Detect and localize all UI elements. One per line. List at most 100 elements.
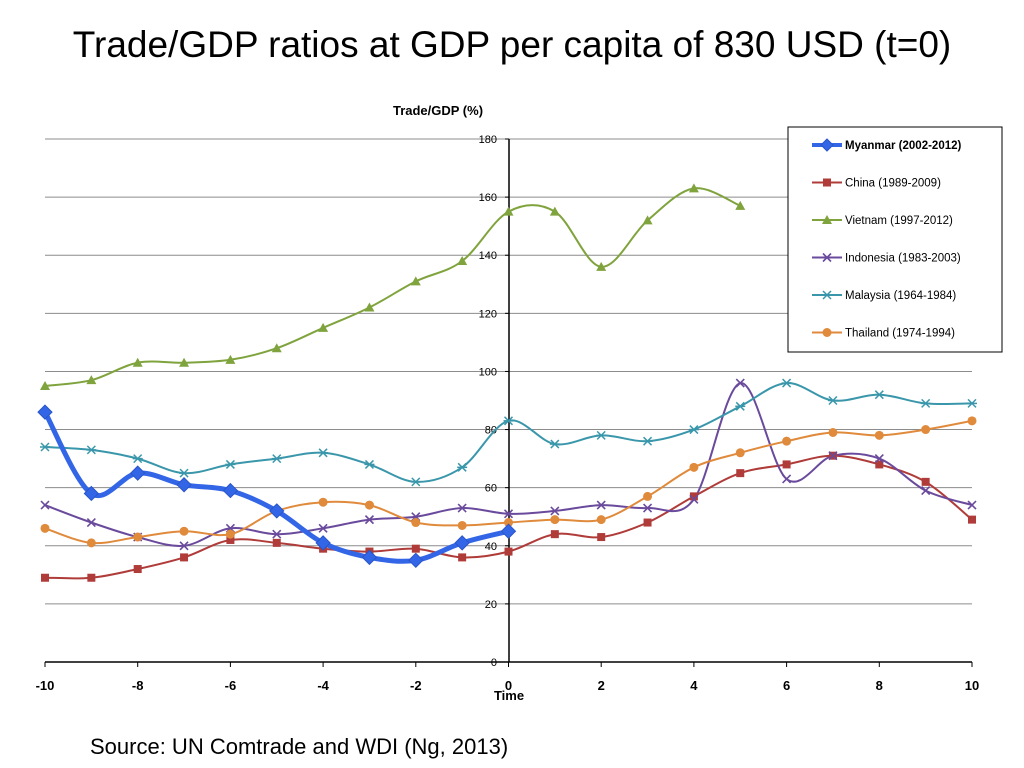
- point-vietnam--5: [271, 343, 282, 353]
- point-vietnam--3: [364, 302, 375, 312]
- point-thailand--4: [318, 497, 328, 507]
- legend-entry-malaysia: Malaysia (1964-1984): [812, 290, 956, 302]
- series-line-vietnam: [44, 187, 742, 387]
- point-china--2: [411, 544, 420, 553]
- point-thailand--6: [225, 529, 235, 539]
- slide-title: Trade/GDP ratios at GDP per capita of 83…: [72, 24, 952, 65]
- point-malaysia--1: [457, 462, 468, 472]
- point-malaysia-8: [874, 390, 885, 400]
- point-indonesia-8: [874, 454, 884, 464]
- y-tick-label-100: 100: [479, 366, 497, 378]
- point-indonesia--10: [40, 500, 50, 510]
- markers-myanmar: [37, 404, 517, 569]
- legend-label-indonesia: Indonesia (1983-2003): [845, 253, 961, 265]
- x-tick-label-4: 4: [690, 678, 698, 693]
- point-vietnam--7: [179, 357, 190, 367]
- point-china--7: [180, 553, 189, 562]
- x-tick-label--6: -6: [225, 678, 237, 693]
- point-china-10: [968, 515, 976, 524]
- point-china-8: [875, 460, 884, 469]
- point-indonesia--4: [318, 523, 328, 533]
- point-vietnam--4: [318, 322, 329, 332]
- markers-vietnam: [40, 183, 746, 390]
- point-indonesia-10: [967, 500, 977, 510]
- point-indonesia--3: [364, 515, 375, 525]
- point-vietnam-3: [642, 215, 653, 225]
- point-china-2: [597, 533, 606, 542]
- legend-marker-malaysia: [822, 290, 832, 300]
- point-indonesia-1: [550, 506, 560, 516]
- markers-malaysia: [40, 378, 977, 487]
- x-tick-label--2: -2: [410, 678, 422, 693]
- point-myanmar--8: [129, 465, 146, 481]
- point-thailand--9: [86, 538, 96, 548]
- point-thailand-8: [874, 430, 884, 440]
- point-malaysia--9: [86, 445, 97, 455]
- axes: 0 20 40 60 80 100 120 140 160 180 -10 -8 -6 -4 -2 0 2 4 6 8…: [36, 103, 980, 703]
- point-vietnam--2: [410, 276, 421, 286]
- point-thailand--10: [40, 523, 50, 533]
- point-myanmar--5: [269, 503, 285, 519]
- y-tick-label-80: 80: [485, 425, 497, 437]
- legend-marker-myanmar: [820, 138, 834, 152]
- point-china--10: [41, 573, 49, 582]
- point-vietnam-5: [735, 200, 746, 210]
- legend: Myanmar (2002-2012) China (1989-2009) Viet…: [787, 126, 1003, 353]
- point-malaysia-7: [827, 395, 838, 406]
- point-vietnam--1: [457, 256, 468, 266]
- point-thailand-10: [967, 416, 977, 426]
- y-tick-label-180: 180: [479, 134, 497, 146]
- point-china-3: [643, 518, 652, 527]
- y-tick-label-20: 20: [485, 599, 497, 611]
- point-vietnam-0: [503, 206, 514, 216]
- series-line-indonesia: [44, 382, 973, 547]
- point-indonesia-6: [782, 474, 792, 484]
- point-vietnam--6: [225, 354, 236, 364]
- point-thailand--3: [364, 500, 374, 510]
- point-indonesia-0: [503, 509, 514, 519]
- point-thailand--1: [457, 520, 467, 530]
- point-thailand-0: [504, 518, 513, 528]
- point-thailand-2: [596, 515, 606, 525]
- point-china--6: [226, 535, 235, 544]
- point-indonesia-9: [921, 486, 931, 496]
- point-thailand-1: [550, 515, 560, 525]
- legend-entry-indonesia: Indonesia (1983-2003): [812, 253, 961, 265]
- point-myanmar--3: [361, 549, 378, 566]
- x-tick-label-6: 6: [783, 678, 790, 693]
- point-myanmar-0: [500, 523, 517, 539]
- point-thailand-4: [689, 462, 699, 472]
- x-tick-label-0: 0: [505, 678, 512, 693]
- point-malaysia-6: [781, 378, 792, 388]
- legend-box: [787, 126, 1003, 353]
- point-myanmar--4: [315, 535, 331, 551]
- legend-label-malaysia: Malaysia (1964-1984): [845, 290, 956, 302]
- legend-marker-indonesia: [822, 252, 832, 263]
- point-thailand--2: [411, 518, 421, 528]
- point-malaysia--5: [271, 454, 282, 464]
- point-china--5: [272, 538, 281, 547]
- point-china--1: [458, 553, 467, 562]
- point-malaysia--8: [132, 454, 143, 464]
- y-tick-label-160: 160: [479, 192, 497, 204]
- legend-marker-china: [823, 178, 831, 187]
- point-indonesia-7: [828, 451, 838, 461]
- point-china--8: [133, 565, 142, 574]
- legend-entry-vietnam: Vietnam (1997-2012): [812, 215, 953, 227]
- point-thailand-6: [782, 436, 792, 446]
- point-malaysia-3: [642, 436, 653, 446]
- y-tick-label-120: 120: [479, 308, 497, 320]
- point-vietnam--8: [132, 357, 143, 367]
- point-china-4: [689, 492, 698, 501]
- point-malaysia--6: [225, 459, 236, 469]
- x-tick-label--8: -8: [132, 678, 144, 693]
- point-china-0: [504, 547, 513, 556]
- point-myanmar--6: [222, 482, 239, 499]
- legend-label-thailand: Thailand (1974-1994): [845, 328, 955, 340]
- point-china-6: [782, 460, 791, 469]
- y-axis-title: Trade/GDP (%): [393, 103, 483, 118]
- point-thailand-9: [921, 425, 931, 435]
- point-malaysia--10: [40, 442, 50, 452]
- point-thailand-7: [828, 427, 838, 437]
- source-note: Source: UN Comtrade and WDI (Ng, 2013): [90, 734, 509, 759]
